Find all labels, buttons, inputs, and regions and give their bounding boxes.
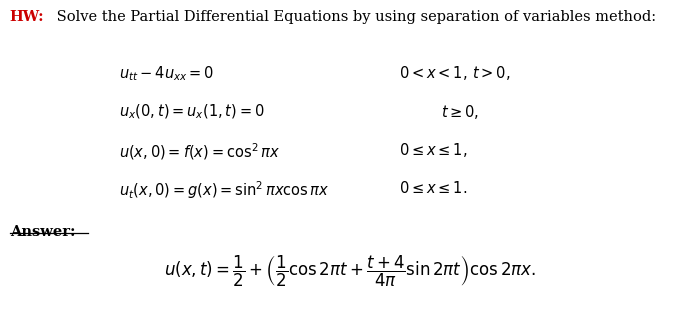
Text: $0 \leq x \leq 1,$: $0 \leq x \leq 1,$: [399, 141, 468, 159]
Text: $u_{tt} - 4u_{xx} = 0$: $u_{tt} - 4u_{xx} = 0$: [119, 64, 214, 83]
Text: Answer:: Answer:: [10, 225, 76, 239]
Text: HW:: HW:: [10, 10, 44, 24]
Text: $0 < x < 1,\, t > 0,$: $0 < x < 1,\, t > 0,$: [399, 64, 510, 82]
Text: $u_x(0, t) = u_x(1, t) = 0$: $u_x(0, t) = u_x(1, t) = 0$: [119, 103, 265, 121]
Text: $u(x, t) = \dfrac{1}{2} + \left(\dfrac{1}{2}\cos 2\pi t + \dfrac{t+4}{4\pi}\sin : $u(x, t) = \dfrac{1}{2} + \left(\dfrac{1…: [164, 254, 536, 289]
Text: $t \geq 0,$: $t \geq 0,$: [441, 103, 480, 121]
Text: $u_t(x, 0) = g(x) = \sin^2 \pi x \cos \pi x$: $u_t(x, 0) = g(x) = \sin^2 \pi x \cos \p…: [119, 180, 329, 202]
Text: $0 \leq x \leq 1.$: $0 \leq x \leq 1.$: [399, 180, 468, 196]
Text: $u(x, 0) = f(x) = \cos^2 \pi x$: $u(x, 0) = f(x) = \cos^2 \pi x$: [119, 141, 280, 162]
Text: Solve the Partial Differential Equations by using separation of variables method: Solve the Partial Differential Equations…: [52, 10, 657, 24]
